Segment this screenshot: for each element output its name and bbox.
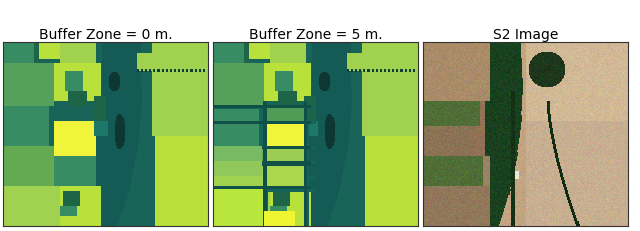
Title: S2 Image: S2 Image: [493, 27, 559, 42]
Title: Buffer Zone = 5 m.: Buffer Zone = 5 m.: [249, 27, 383, 42]
Title: Buffer Zone = 0 m.: Buffer Zone = 0 m.: [39, 27, 173, 42]
